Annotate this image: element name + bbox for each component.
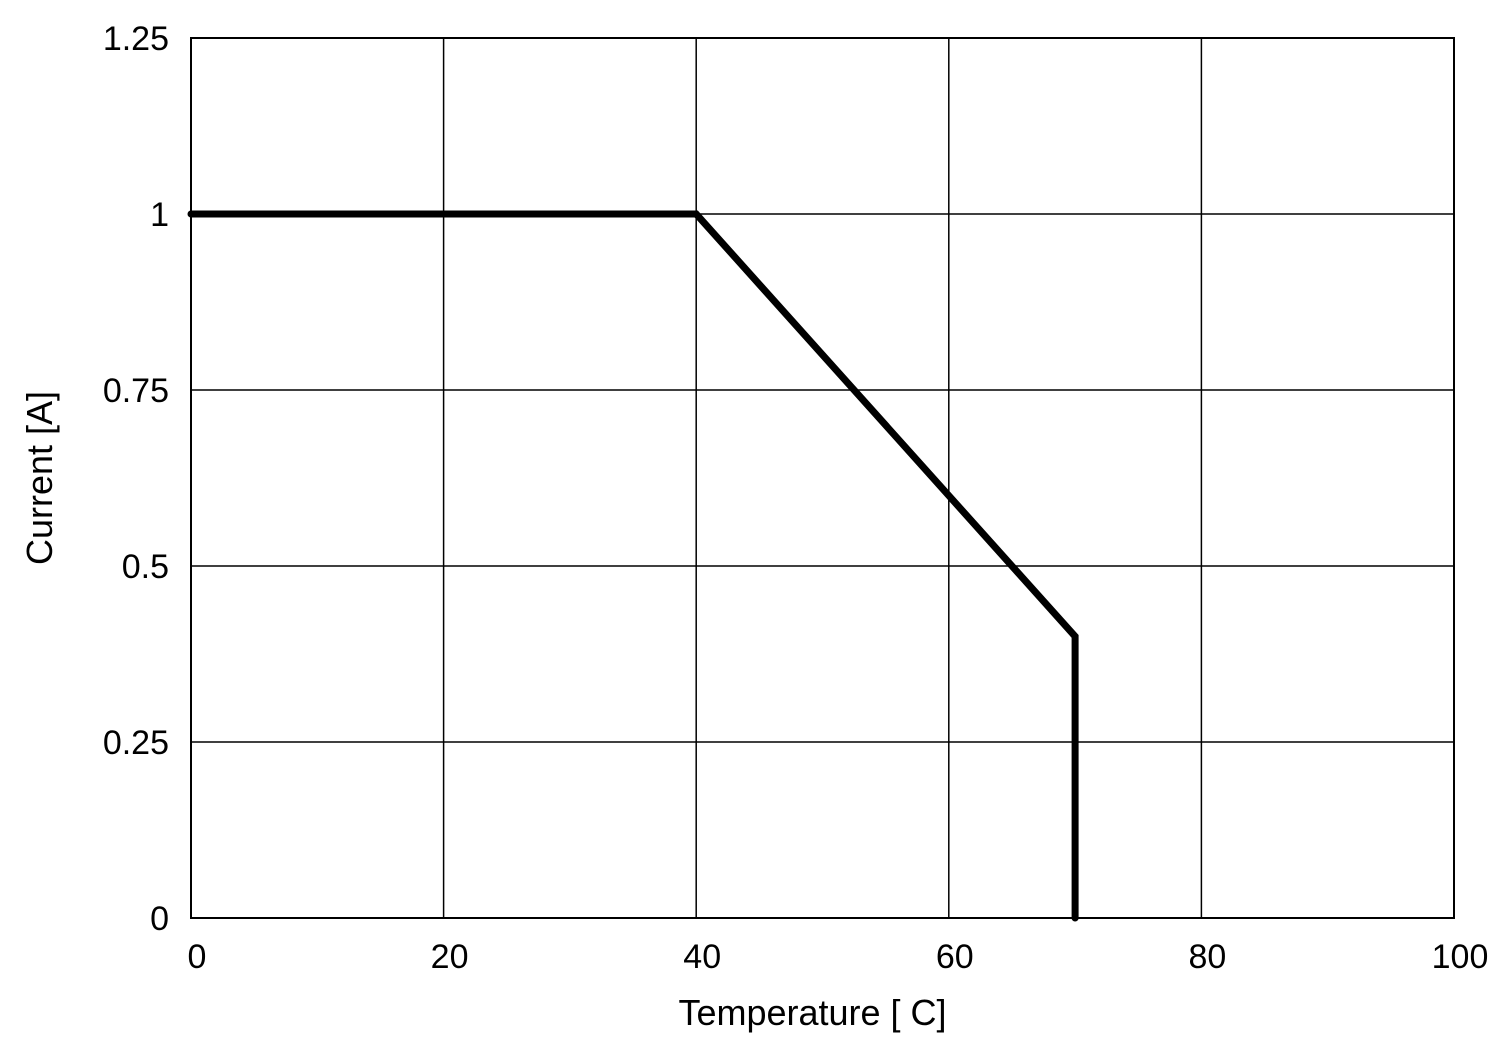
x-axis-title: Temperature [ C]	[678, 992, 946, 1033]
x-tick-label: 60	[936, 938, 974, 976]
x-axis-ticks: 0 20 40 60 80 100	[188, 938, 1489, 976]
y-axis-ticks: 0 0.25 0.5 0.75 1 1.25	[103, 20, 169, 938]
series-layer	[187, 210, 1079, 922]
x-tick-label: 80	[1188, 938, 1226, 976]
x-tick-label: 0	[188, 938, 207, 976]
x-tick-label: 20	[431, 938, 469, 976]
y-tick-label: 0.5	[122, 548, 169, 586]
y-axis-title: Current [A]	[19, 391, 60, 565]
y-tick-label: 0	[150, 900, 169, 938]
series-line-0	[187, 210, 1079, 922]
y-tick-label: 0.25	[103, 724, 169, 762]
y-tick-label: 1.25	[103, 20, 169, 58]
y-tick-label: 1	[150, 196, 169, 234]
y-tick-label: 0.75	[103, 372, 169, 410]
plot-area-border	[190, 37, 1455, 919]
grid	[190, 37, 1455, 919]
x-tick-label: 40	[683, 938, 721, 976]
x-tick-label: 100	[1432, 938, 1489, 976]
